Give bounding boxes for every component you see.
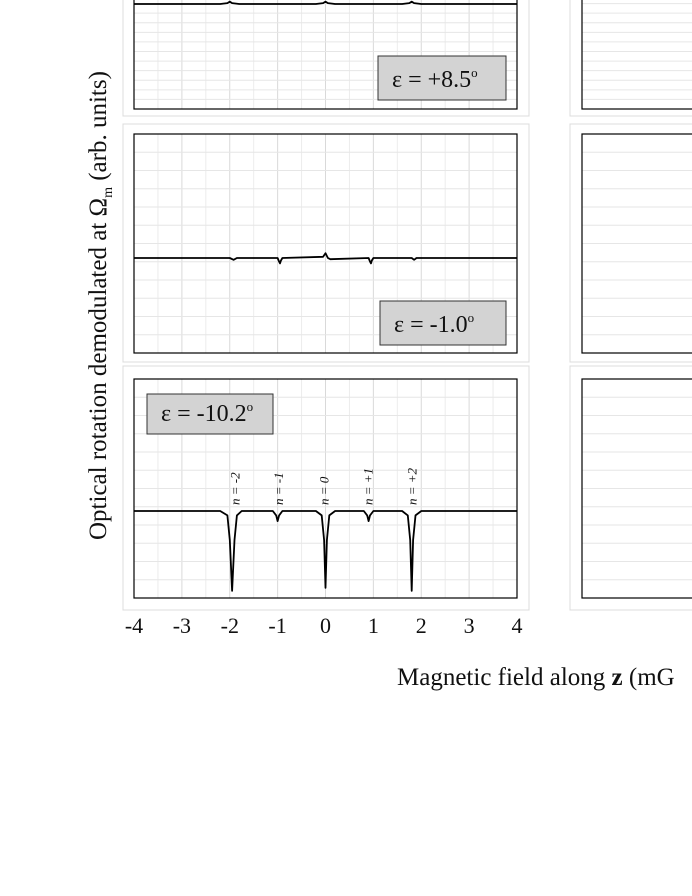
panel-strip xyxy=(569,0,692,117)
x-tick-label: 0 xyxy=(320,613,331,638)
annotation-box xyxy=(379,300,507,346)
x-tick-label: 1 xyxy=(368,613,379,638)
annotation-value: ε = -10.2 xyxy=(161,401,247,427)
epsilon-annotation: ε = -10.2o xyxy=(146,393,274,435)
panel-plot-area xyxy=(134,134,517,353)
peak-label: n = -1 xyxy=(271,472,286,505)
annotation-text: ε = -1.0o xyxy=(394,310,474,338)
panel-plot-area xyxy=(582,3,692,100)
y-axis-label-main: Optical rotation demodulated at Ω xyxy=(85,198,112,540)
x-tick-label: 2 xyxy=(416,613,427,638)
x-tick-label: 4 xyxy=(512,613,523,638)
peak-label: n = 0 xyxy=(317,476,332,505)
panel-left-bottom: ε = -10.2o n = -2 n = -1 n = 0 n = +1 n = +2 -… xyxy=(122,365,530,638)
peak-label: n = +1 xyxy=(361,468,376,505)
annotation-text: ε = +8.5o xyxy=(392,65,478,93)
series-line xyxy=(134,0,517,5)
peak-label: n = +2 xyxy=(405,467,420,505)
x-tick-label: 3 xyxy=(464,613,475,638)
x-tick-label: -3 xyxy=(173,613,191,638)
annotation-text: ε = -10.2o xyxy=(161,399,253,427)
x-axis-label: Magnetic field along z (mG xyxy=(397,664,675,691)
panels-group: ε = +8.5oε = -1.0oε = -10.2on = -2 n = -1… xyxy=(122,0,692,638)
x-tick-label: -2 xyxy=(221,613,239,638)
panel-frame xyxy=(581,378,692,599)
peak-label: n = -2 xyxy=(228,472,243,505)
annotation-degree: o xyxy=(471,65,478,80)
panel-frame xyxy=(133,378,518,599)
panel-plot-area xyxy=(582,396,692,581)
epsilon-annotation: ε = -1.0o xyxy=(379,300,507,346)
annotation-degree: o xyxy=(247,399,254,414)
annotation-box xyxy=(377,55,507,101)
annotation-degree: o xyxy=(468,310,475,325)
annotation-value: ε = -1.0 xyxy=(394,312,468,338)
panel-right-middle xyxy=(569,123,692,363)
panel-right-top xyxy=(569,0,692,117)
series-line xyxy=(134,252,517,265)
panel-frame xyxy=(133,0,518,110)
panel-left-top: ε = +8.5o xyxy=(122,0,530,117)
annotation-box xyxy=(146,393,274,435)
annotation-value: ε = +8.5 xyxy=(392,67,471,93)
x-axis-label-main: Magnetic field along xyxy=(397,664,612,691)
panel-frame xyxy=(133,133,518,354)
series-line xyxy=(134,510,517,592)
panel-plot-area xyxy=(582,151,692,336)
panel-frame xyxy=(581,133,692,354)
y-axis-label-tail: (arb. units) xyxy=(85,71,112,187)
x-axis-label-tail: (mG xyxy=(623,664,675,691)
panel-right-bottom: n = -2-4-3-2 xyxy=(569,365,692,611)
y-axis-label-subscript: m xyxy=(101,187,116,198)
y-axis-label: Optical rotation demodulated at Ωm (arb.… xyxy=(85,71,116,540)
x-tick-label: -1 xyxy=(268,613,286,638)
epsilon-annotation: ε = +8.5o xyxy=(377,55,507,101)
panel-left-middle: ε = -1.0o xyxy=(122,123,530,363)
panel-frame xyxy=(581,0,692,110)
x-axis-label-bold: z xyxy=(612,664,623,691)
x-tick-label: -4 xyxy=(125,613,143,638)
